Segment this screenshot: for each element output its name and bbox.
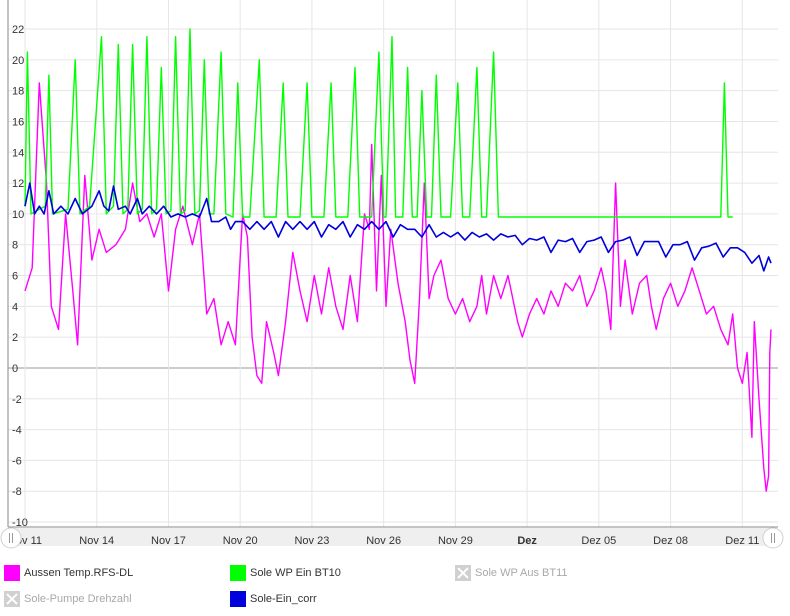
legend-label: Sole WP Ein BT10 bbox=[250, 567, 341, 579]
legend-swatch bbox=[455, 565, 471, 581]
x-tick-label: Nov 14 bbox=[79, 535, 114, 547]
legend-label: Sole-Ein_corr bbox=[250, 593, 317, 605]
y-tick-label: 4 bbox=[12, 301, 18, 313]
legend-swatch bbox=[230, 591, 246, 607]
y-tick-label: 20 bbox=[12, 55, 24, 67]
series-line-sole-wp-ein-bt10 bbox=[24, 28, 733, 218]
legend-label: Aussen Temp.RFS-DL bbox=[24, 567, 134, 579]
y-tick-label: 22 bbox=[12, 24, 24, 36]
y-tick-label: 2 bbox=[12, 332, 18, 344]
y-tick-label: 16 bbox=[12, 116, 24, 128]
chart-legend: Aussen Temp.RFS-DL Sole WP Ein BT10 Sole… bbox=[0, 558, 790, 616]
x-tick-label: Dez 05 bbox=[581, 535, 616, 547]
y-tick-label: -4 bbox=[12, 425, 22, 437]
y-tick-label: -6 bbox=[12, 455, 22, 467]
legend-item-sole-ein-corr[interactable]: Sole-Ein_corr bbox=[230, 590, 317, 608]
navigator-bar bbox=[8, 528, 774, 546]
x-tick-label: Nov 23 bbox=[294, 535, 329, 547]
legend-item-sole-pumpe[interactable]: Sole-Pumpe Drehzahl bbox=[4, 590, 132, 608]
legend-swatch bbox=[4, 565, 20, 581]
x-tick-label: Dez bbox=[517, 535, 537, 547]
x-tick-label: Dez 08 bbox=[653, 535, 688, 547]
legend-swatch bbox=[4, 591, 20, 607]
navigator-track bbox=[8, 528, 774, 546]
legend-item-sole-wp-ein[interactable]: Sole WP Ein BT10 bbox=[230, 564, 341, 582]
legend-label: Sole WP Aus BT11 bbox=[475, 567, 568, 579]
legend-item-aussen-temp[interactable]: Aussen Temp.RFS-DL bbox=[4, 564, 133, 582]
series-line-sole-ein-corr bbox=[24, 182, 772, 272]
y-tick-label: 8 bbox=[12, 240, 18, 252]
y-tick-label: 6 bbox=[12, 271, 18, 283]
x-tick-label: Nov 26 bbox=[366, 535, 401, 547]
y-tick-label: 12 bbox=[12, 178, 24, 190]
series-line-aussen-temp-rfs-dl bbox=[24, 82, 772, 492]
y-tick-label: 14 bbox=[12, 147, 24, 159]
legend-label: Sole-Pumpe Drehzahl bbox=[24, 593, 132, 605]
y-tick-label: -8 bbox=[12, 486, 22, 498]
legend-swatch bbox=[230, 565, 246, 581]
navigator-right-handle[interactable] bbox=[762, 527, 784, 549]
y-tick-label: 18 bbox=[12, 86, 24, 98]
y-tick-label: -2 bbox=[12, 394, 22, 406]
navigator-left-handle[interactable] bbox=[0, 527, 22, 549]
x-tick-label: Nov 17 bbox=[151, 535, 186, 547]
y-tick-label: 10 bbox=[12, 209, 24, 221]
x-tick-label: Nov 29 bbox=[438, 535, 473, 547]
x-tick-label: Dez 11 bbox=[725, 535, 759, 547]
y-tick-label: 0 bbox=[12, 363, 18, 375]
legend-item-sole-wp-aus[interactable]: Sole WP Aus BT11 bbox=[455, 564, 568, 582]
x-axis-tick-labels: Nov 11 Nov 14 Nov 17 Nov 20 Nov 23 Nov 26 Nov … bbox=[8, 535, 759, 547]
x-tick-label: Nov 20 bbox=[223, 535, 258, 547]
y-tick-label: -10 bbox=[12, 517, 28, 529]
series-layer bbox=[24, 28, 772, 492]
